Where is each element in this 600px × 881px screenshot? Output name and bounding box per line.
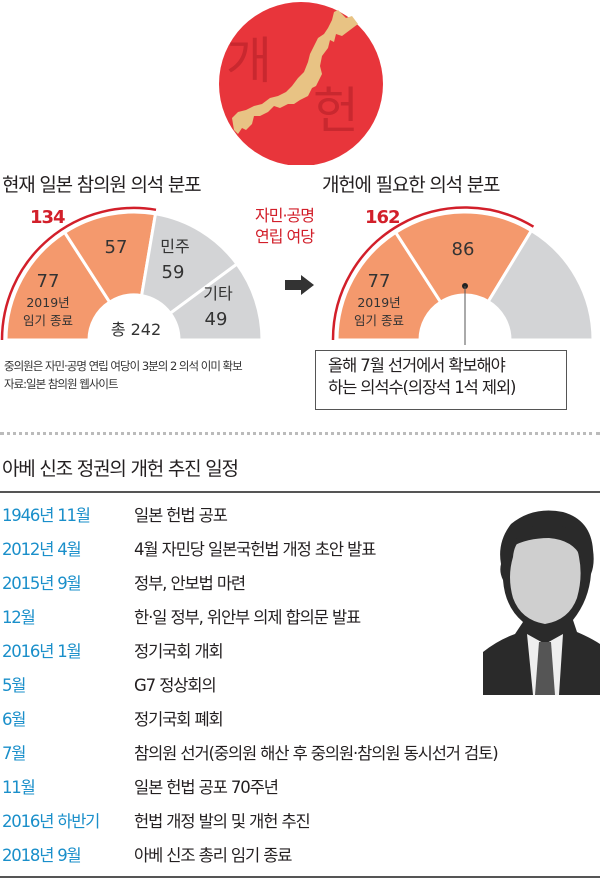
timeline-row: 2015년 9월 정부, 안보법 마련 [2, 574, 246, 593]
timeline-title: 아베 신조 정권의 개헌 추진 일정 [2, 458, 239, 480]
timeline-row: 7월 참의원 선거(중의원 해산 후 중의원·참의원 동시선거 검토) [2, 744, 499, 763]
top-rule [0, 491, 600, 493]
timeline-row: 1946년 11월 일본 헌법 공포 [2, 506, 228, 525]
timeline-row: 2018년 9월 아베 신조 총리 임기 종료 [2, 846, 292, 865]
emblem-char-1: 개 [226, 32, 272, 90]
svg-text:77: 77 [37, 271, 60, 292]
timeline-row: 11월 일본 헌법 공포 70주년 [2, 778, 279, 797]
timeline-row: 5월 G7 정상회의 [2, 676, 217, 695]
right-coalition-total: 162 [365, 207, 400, 228]
timeline-list: 1946년 11월 일본 헌법 공포 2012년 4월 4월 자민당 일본국헌법 개… [0, 497, 600, 873]
notes: 중의원은 자민·공명 연립 여당이 3분의 2 의석 이미 확보 자료:일본 참… [4, 357, 243, 393]
svg-text:77: 77 [368, 271, 391, 292]
svg-text:임기 종료: 임기 종료 [354, 313, 404, 328]
right-gauge-title: 개헌에 필요한 의석 분포 [322, 174, 501, 196]
left-gauge-title: 현재 일본 참의원 의석 분포 [2, 174, 202, 196]
timeline-row: 2016년 하반기 헌법 개정 발의 및 개헌 추진 [2, 812, 311, 831]
arrow-right-icon [285, 275, 315, 299]
svg-text:86: 86 [452, 239, 475, 260]
timeline-row: 12월 한·일 정부, 위안부 의제 합의문 발표 [2, 608, 361, 627]
left-coalition-total: 134 [30, 207, 65, 228]
divider [0, 432, 600, 435]
timeline-row: 2016년 1월 정기국회 개회 [2, 642, 224, 661]
emblem-char-2: 헌 [313, 82, 359, 140]
svg-text:59: 59 [162, 262, 185, 283]
bottom-rule [0, 876, 600, 878]
svg-text:2019년: 2019년 [26, 295, 69, 310]
portrait-photo [483, 502, 600, 695]
coalition-label: 자민·공명 연립 여당 [255, 206, 315, 246]
svg-text:49: 49 [205, 309, 228, 330]
svg-text:민주: 민주 [160, 237, 189, 256]
callout-box: 올해 7월 선거에서 확보해야 하는 의석수(의장석 1석 제외) [315, 350, 567, 410]
svg-text:기타: 기타 [203, 284, 233, 303]
total-label: 총 242 [111, 320, 161, 339]
emblem: 개 헌 [218, 0, 383, 166]
timeline-row: 6월 정기국회 폐회 [2, 710, 224, 729]
right-gauge: 162 77 2019년 임기 종료 86 [325, 195, 600, 352]
source-line: 자료:일본 참의원 웹사이트 [4, 377, 119, 391]
svg-text:57: 57 [105, 237, 128, 258]
japan-map-icon: 개 헌 [219, 2, 383, 166]
timeline-row: 2012년 4월 4월 자민당 일본국헌법 개정 초안 발표 [2, 540, 376, 559]
left-gauge: 134 77 2019년 임기 종료 57 민주 59 기타 49 총 242 [0, 195, 275, 345]
svg-text:2019년: 2019년 [357, 295, 400, 310]
svg-text:임기 종료: 임기 종료 [23, 313, 73, 328]
note-line: 중의원은 자민·공명 연립 여당이 3분의 2 의석 이미 확보 [4, 359, 243, 373]
